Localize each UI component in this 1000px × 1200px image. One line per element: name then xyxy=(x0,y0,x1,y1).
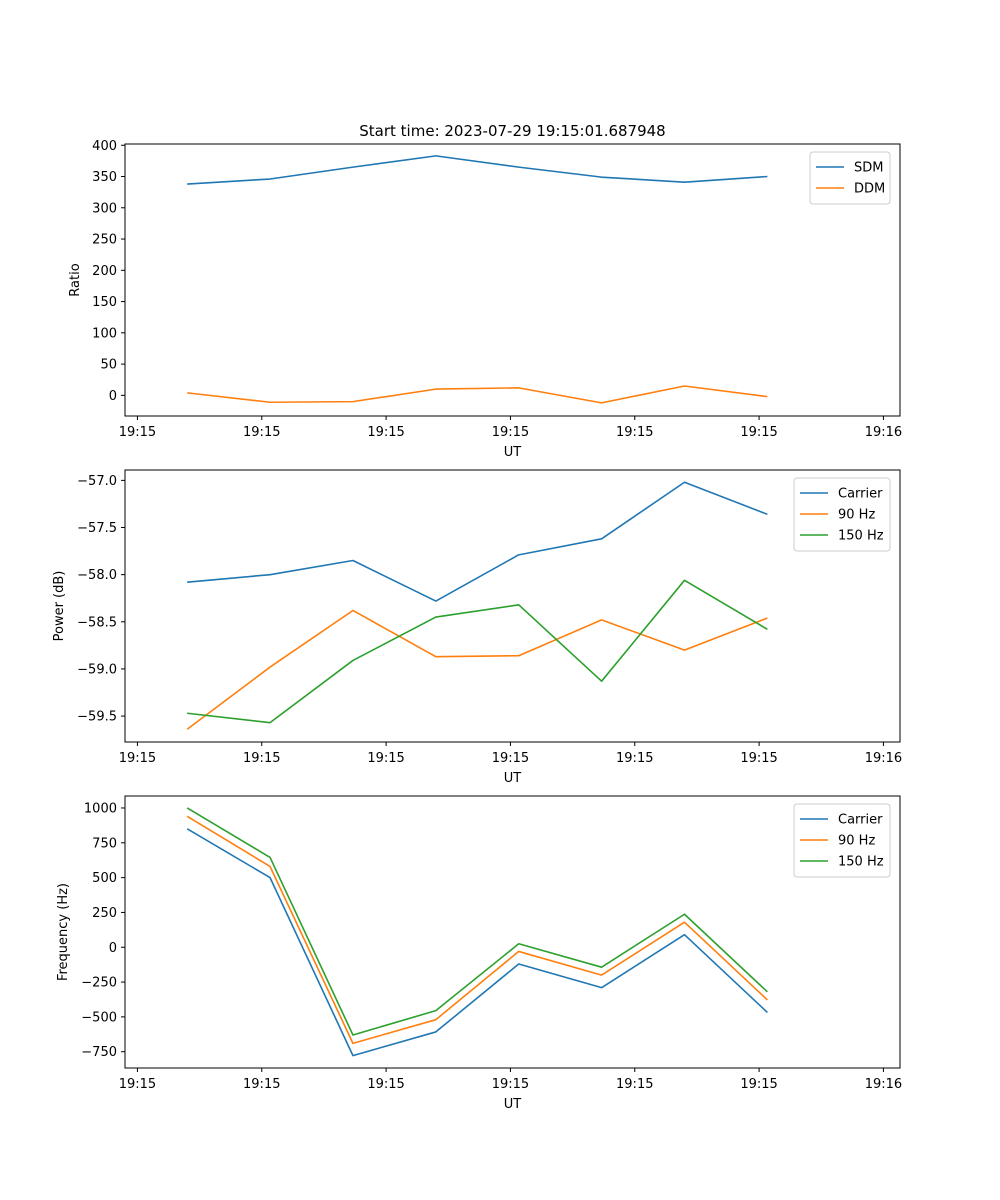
x-tick-label: 19:15 xyxy=(243,751,280,766)
legend-label: 90 Hz xyxy=(838,834,875,849)
x-tick-label: 19:15 xyxy=(119,751,156,766)
x-tick-label: 19:15 xyxy=(616,1077,653,1092)
y-tick-label: −59.5 xyxy=(77,710,117,725)
x-tick-label: 19:15 xyxy=(243,425,280,440)
y-tick-label: 0 xyxy=(109,941,117,956)
x-axis-label: UT xyxy=(504,445,522,460)
y-tick-label: −59.0 xyxy=(77,662,117,677)
y-tick-label: 400 xyxy=(92,139,117,154)
series-line-150-hz xyxy=(186,807,768,1036)
panels: 19:15 19:15 19:15 19:15 19:15 19:15 19:16 0 50 10… xyxy=(52,139,902,1112)
legend: Carrier 90 Hz 150 Hz xyxy=(793,803,891,878)
y-tick-label: 0 xyxy=(109,389,117,404)
x-tick-label: 19:15 xyxy=(367,1077,404,1092)
x-tick-label: 19:15 xyxy=(367,425,404,440)
legend-label: 150 Hz xyxy=(838,529,884,544)
x-tick-label: 19:15 xyxy=(740,751,777,766)
chart-panel: 19:15 19:15 19:15 19:15 19:15 19:15 19:16 −59.5… xyxy=(52,469,902,786)
legend-box xyxy=(809,151,891,205)
x-tick-label: 19:15 xyxy=(119,1077,156,1092)
y-tick-label: −250 xyxy=(81,976,117,991)
y-tick-label: 250 xyxy=(92,233,117,248)
x-tick-label: 19:16 xyxy=(865,1077,902,1092)
y-tick-label: 200 xyxy=(92,264,117,279)
series-line-carrier xyxy=(186,828,768,1057)
series-line-150-hz xyxy=(187,579,768,724)
y-axis-label: Ratio xyxy=(68,263,83,296)
y-tick-label: 150 xyxy=(92,295,117,310)
legend-box xyxy=(793,477,891,552)
legend-box xyxy=(793,803,891,878)
x-tick-label: 19:15 xyxy=(616,425,653,440)
legend-label: Carrier xyxy=(838,487,883,502)
x-tick-label: 19:15 xyxy=(492,751,529,766)
legend-label: 90 Hz xyxy=(838,508,875,523)
chart-panel: 19:15 19:15 19:15 19:15 19:15 19:15 19:16 0 50 10… xyxy=(68,139,902,460)
x-tick-label: 19:15 xyxy=(740,1077,777,1092)
series-line-carrier xyxy=(187,481,768,602)
x-tick-label: 19:15 xyxy=(367,751,404,766)
x-tick-label: 19:15 xyxy=(740,425,777,440)
legend: Carrier 90 Hz 150 Hz xyxy=(793,477,891,552)
legend-label: Carrier xyxy=(838,813,883,828)
series-line-ddm xyxy=(187,385,768,404)
y-tick-label: 750 xyxy=(92,836,117,851)
y-tick-label: 500 xyxy=(92,871,117,886)
y-tick-label: −57.5 xyxy=(77,521,117,536)
y-tick-label: −58.0 xyxy=(77,568,117,583)
y-axis-label: Frequency (Hz) xyxy=(56,883,71,981)
x-tick-label: 19:15 xyxy=(492,425,529,440)
x-axis-label: UT xyxy=(504,1097,522,1112)
legend-label: DDM xyxy=(854,182,885,197)
chart-panel: 19:15 19:15 19:15 19:15 19:15 19:15 19:16 −750 −… xyxy=(56,795,902,1112)
series-line-90-hz xyxy=(186,815,768,1045)
y-tick-label: 300 xyxy=(92,201,117,216)
series-line-90-hz xyxy=(186,609,768,730)
x-tick-label: 19:15 xyxy=(616,751,653,766)
legend-label: 150 Hz xyxy=(838,855,884,870)
x-tick-label: 19:16 xyxy=(865,425,902,440)
x-tick-label: 19:15 xyxy=(243,1077,280,1092)
y-tick-label: 50 xyxy=(100,358,117,373)
y-axis-label: Power (dB) xyxy=(52,571,67,642)
y-tick-label: −58.5 xyxy=(77,615,117,630)
series-group xyxy=(187,155,768,404)
axes-frame xyxy=(124,469,901,743)
x-tick-label: 19:15 xyxy=(119,425,156,440)
series-line-sdm xyxy=(187,155,768,185)
x-axis-label: UT xyxy=(504,771,522,786)
y-tick-label: −750 xyxy=(81,1045,117,1060)
legend-label: SDM xyxy=(854,161,883,176)
series-group xyxy=(186,807,768,1057)
series-group xyxy=(186,481,768,730)
y-tick-label: −57.0 xyxy=(77,474,117,489)
y-tick-label: −500 xyxy=(81,1010,117,1025)
legend: SDM DDM xyxy=(809,151,891,205)
y-tick-label: 1000 xyxy=(84,801,117,816)
axes-frame xyxy=(124,143,901,417)
x-tick-label: 19:16 xyxy=(865,751,902,766)
y-tick-label: 100 xyxy=(92,326,117,341)
y-tick-label: 250 xyxy=(92,906,117,921)
figure-title: Start time: 2023-07-29 19:15:01.687948 xyxy=(359,122,665,140)
y-tick-label: 350 xyxy=(92,170,117,185)
x-tick-label: 19:15 xyxy=(492,1077,529,1092)
axes-frame xyxy=(124,795,901,1069)
